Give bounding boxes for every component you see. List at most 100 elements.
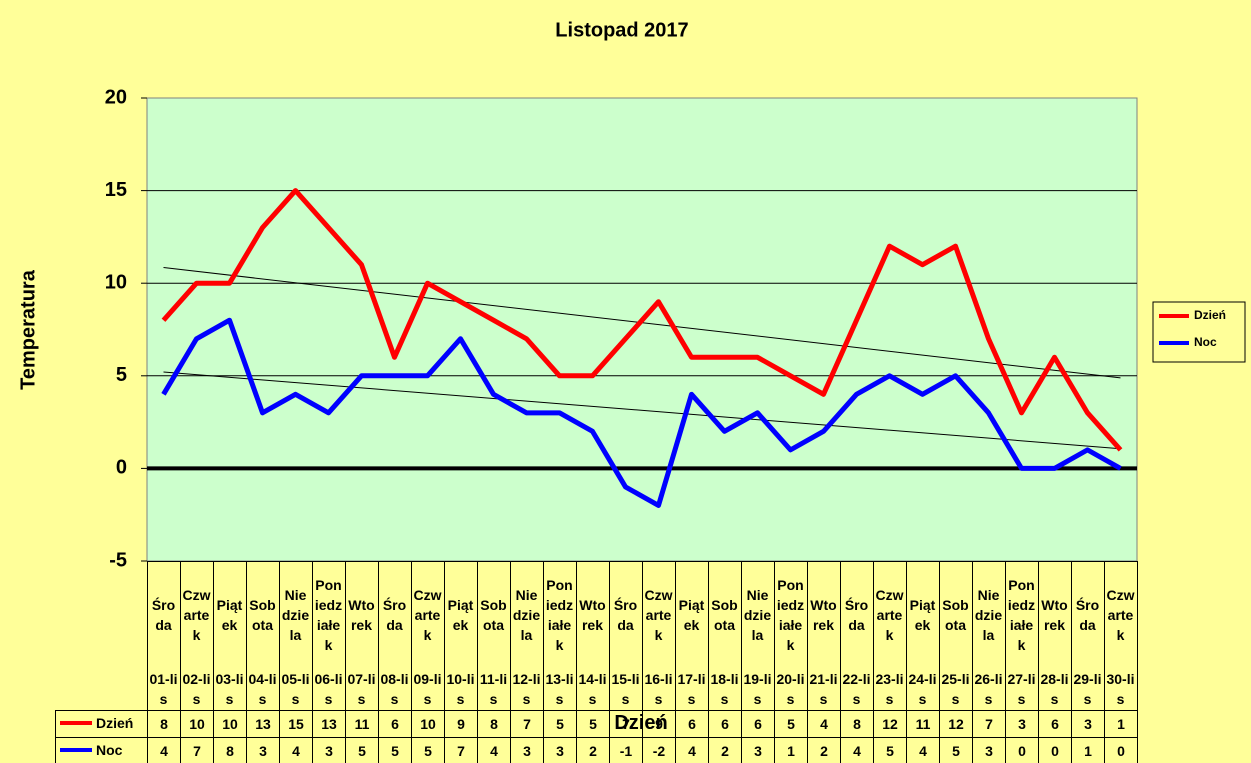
- table-value: 8: [477, 710, 511, 738]
- table-value: -1: [609, 736, 643, 763]
- table-value: 3: [1071, 710, 1105, 738]
- x-tick-date: 06-lis: [314, 671, 343, 707]
- x-tick-date: 24-lis: [908, 671, 937, 707]
- table-value: 11: [906, 710, 940, 738]
- x-tick-label: Piątek: [216, 597, 243, 633]
- y-tick-label: 20: [105, 86, 127, 108]
- table-value: 0: [1038, 736, 1072, 763]
- x-tick-label: Środa: [151, 597, 176, 633]
- table-value: 10: [180, 710, 214, 738]
- table-value: 9: [444, 710, 478, 738]
- x-tick-label: Czwartek: [1106, 587, 1135, 643]
- y-tick-label: 0: [116, 457, 127, 479]
- table-value: 8: [147, 710, 181, 738]
- x-tick-label: Niedziela: [512, 587, 541, 643]
- x-tick-date: 05-lis: [281, 671, 310, 707]
- table-value: 4: [906, 736, 940, 763]
- x-tick-date: 09-lis: [413, 671, 442, 707]
- table-value: 0: [1005, 736, 1039, 763]
- x-tick-label: Piątek: [909, 597, 936, 633]
- x-tick-label: Sobota: [942, 597, 969, 633]
- table-value: 4: [840, 736, 874, 763]
- table-value: 3: [510, 736, 544, 763]
- x-tick-label: Wtorek: [348, 597, 375, 633]
- table-value: 10: [213, 710, 247, 738]
- x-tick-date: 30-lis: [1106, 671, 1135, 707]
- table-value: 6: [1038, 710, 1072, 738]
- table-value: 6: [378, 710, 412, 738]
- x-tick-date: 08-lis: [380, 671, 409, 707]
- y-tick-label: -5: [109, 549, 127, 571]
- table-value: 5: [378, 736, 412, 763]
- x-tick-label: Sobota: [249, 597, 276, 633]
- x-tick-date: 28-lis: [1040, 671, 1069, 707]
- x-tick-date: 03-lis: [215, 671, 244, 707]
- series-line: [161, 317, 1122, 508]
- series-line: [161, 188, 1123, 452]
- x-tick-date: 02-lis: [182, 671, 211, 707]
- table-value: 3: [1005, 710, 1039, 738]
- x-tick-label: Środa: [844, 597, 869, 633]
- x-tick-label: Wtorek: [1041, 597, 1068, 633]
- table-value: 3: [246, 736, 280, 763]
- table-value: 6: [741, 710, 775, 738]
- x-tick-label: Piątek: [447, 597, 474, 633]
- table-value: 1: [1104, 710, 1138, 738]
- y-tick-label: 5: [116, 364, 127, 386]
- table-series-name: Dzień: [96, 715, 134, 731]
- x-tick-date: 26-lis: [974, 671, 1003, 707]
- x-tick-label: Czwartek: [413, 587, 442, 643]
- x-tick-label: Sobota: [480, 597, 507, 633]
- table-value: 5: [774, 710, 808, 738]
- x-tick-date: 20-lis: [776, 671, 805, 707]
- table-value: 5: [411, 736, 445, 763]
- legend-label: Dzień: [1194, 308, 1226, 322]
- table-value: -2: [642, 736, 676, 763]
- table-value: 1: [774, 736, 808, 763]
- x-tick-label: Czwartek: [875, 587, 904, 643]
- x-tick-date: 14-lis: [578, 671, 607, 707]
- x-tick-date: 11-lis: [479, 671, 508, 707]
- x-tick-label: Niedziela: [743, 587, 772, 643]
- table-value: 4: [807, 710, 841, 738]
- table-value: 3: [741, 736, 775, 763]
- table-value: 15: [279, 710, 313, 738]
- x-tick-date: 23-lis: [875, 671, 904, 707]
- x-tick-date: 19-lis: [743, 671, 772, 707]
- x-tick-date: 16-lis: [644, 671, 673, 707]
- x-tick-label: Poniedziałek: [545, 577, 574, 653]
- y-axis-title: Temperatura: [17, 269, 39, 390]
- x-axis-title: Dzień: [614, 712, 668, 734]
- table-value: 4: [279, 736, 313, 763]
- legend-label: Noc: [1194, 335, 1217, 349]
- x-tick-label: Czwartek: [644, 587, 673, 643]
- x-tick-label: Niedziela: [974, 587, 1003, 643]
- x-tick-date: 29-lis: [1073, 671, 1102, 707]
- table-value: 13: [312, 710, 346, 738]
- table-value: 4: [147, 736, 181, 763]
- table-value: 7: [972, 710, 1006, 738]
- trend-line: [163, 371, 1121, 450]
- x-tick-date: 27-lis: [1007, 671, 1036, 707]
- chart-title: Listopad 2017: [555, 19, 688, 41]
- table-value: 3: [312, 736, 346, 763]
- table-value: 12: [939, 710, 973, 738]
- x-tick-label: Wtorek: [810, 597, 837, 633]
- table-value: 7: [510, 710, 544, 738]
- table-value: 1: [1071, 736, 1105, 763]
- table-value: 4: [675, 736, 709, 763]
- x-tick-date: 04-lis: [248, 671, 277, 707]
- x-tick-date: 15-lis: [611, 671, 640, 707]
- table-value: 3: [972, 736, 1006, 763]
- y-tick-label: 10: [105, 271, 127, 293]
- x-tick-label: Poniedziałek: [776, 577, 805, 653]
- x-tick-date: 21-lis: [809, 671, 838, 707]
- table-value: 10: [411, 710, 445, 738]
- x-tick-date: 12-lis: [512, 671, 541, 707]
- table-value: 2: [708, 736, 742, 763]
- table-key: [60, 747, 92, 752]
- table-value: 7: [180, 736, 214, 763]
- table-value: 13: [246, 710, 280, 738]
